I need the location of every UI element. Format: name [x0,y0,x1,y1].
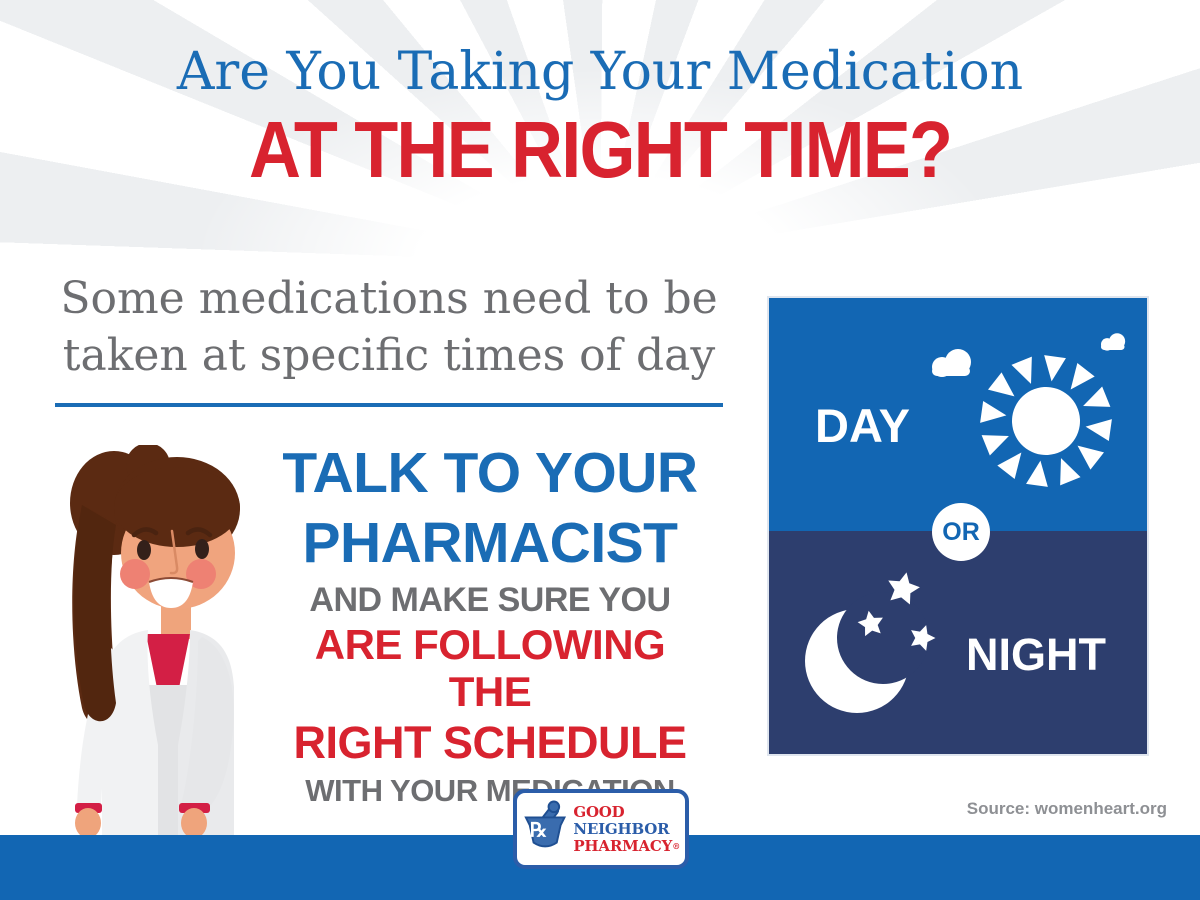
sun-icon [980,355,1112,487]
message-line-talk: TALK TO YOUR [282,441,698,505]
night-label: NIGHT [966,629,1106,680]
intro-line-2: taken at specific times of day [62,330,716,381]
day-sky-graphic [932,333,1126,487]
or-badge: OR [932,503,990,561]
message-line-following: ARE FOLLOWING THE [314,621,666,715]
cloud-icon [932,349,971,377]
day-label: DAY [815,399,910,452]
pharmacist-woman-icon [70,445,240,835]
night-sky-graphic [805,569,939,713]
message-line-schedule: RIGHT SCHEDULE [293,717,687,768]
cloud-icon [1100,333,1126,351]
intro-line-1: Some medications need to be [60,273,718,324]
main-title-emphasis-text: AT THE RIGHT TIME? [248,105,953,194]
logo-word-pharmacy: PHARMACY® [573,836,680,855]
logo-wordmark: GOOD NEIGHBOR PHARMACY® [573,802,680,855]
day-panel: DAY [769,298,1147,531]
intro-text: Some medications need to be taken at spe… [55,270,723,384]
night-panel: NIGHT [769,531,1147,754]
message-line-make-sure: AND MAKE SURE YOU [309,581,671,619]
sunburst-background [0,0,1200,258]
main-title: Are You Taking Your Medication [176,42,1024,102]
logo-word-neighbor: NEIGHBOR [573,819,670,838]
mortar-pestle-icon: ℞ [524,800,567,848]
day-night-card: DAY NIGHT OR [767,296,1149,756]
registered-mark: ® [672,840,680,851]
message-line-pharmacist: PHARMACIST [302,511,679,575]
gnp-logo: ℞ GOOD NEIGHBOR PHARMACY® [513,789,689,869]
logo-word-good: GOOD [573,802,625,821]
message-block: TALK TO YOUR PHARMACIST AND MAKE SURE YO… [268,440,712,812]
divider-line [55,403,723,407]
moon-icon [805,592,929,713]
main-title-emphasis: AT THE RIGHT TIME? [0,104,1200,196]
source-credit: Source: womenheart.org [966,799,1167,818]
rx-symbol: ℞ [530,819,547,842]
